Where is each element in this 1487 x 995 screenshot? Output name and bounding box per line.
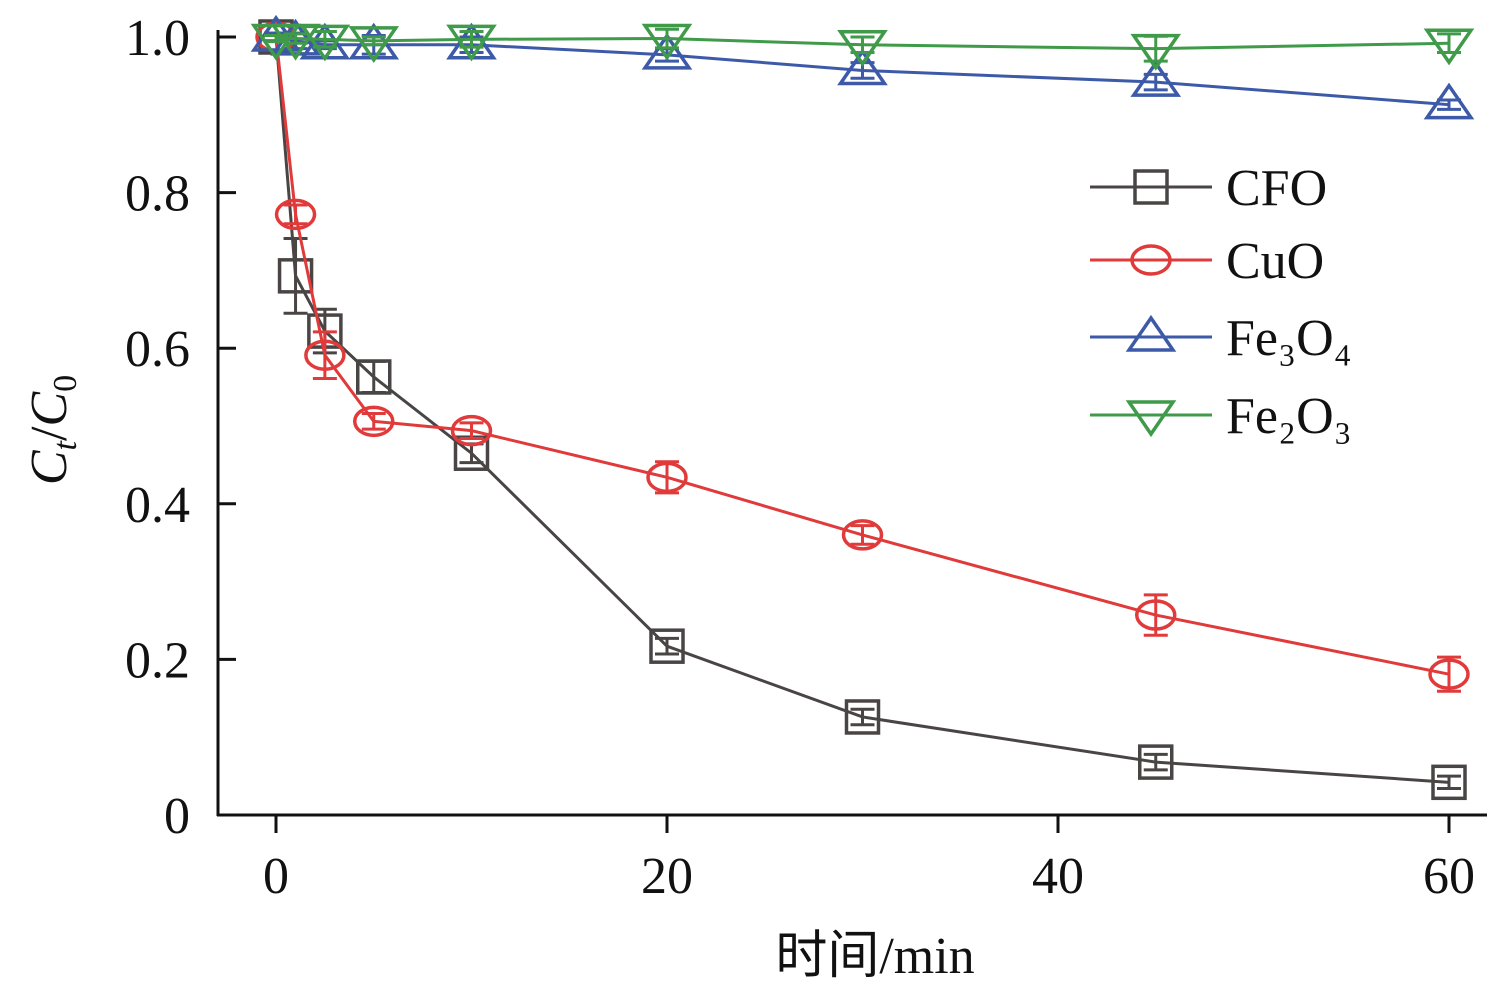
data-point bbox=[356, 359, 392, 395]
x-axis-label: 时间/min bbox=[775, 928, 974, 985]
legend-label: Fe₃O₄ bbox=[1226, 310, 1352, 367]
x-tick-label: 20 bbox=[641, 848, 693, 905]
x-tick-label: 60 bbox=[1423, 848, 1475, 905]
data-point bbox=[274, 198, 317, 231]
y-tick-label: 0.8 bbox=[125, 166, 190, 223]
legend-marker bbox=[1125, 400, 1177, 438]
y-tick-label: 0.6 bbox=[125, 321, 190, 378]
data-point bbox=[646, 461, 688, 494]
data-point bbox=[1138, 744, 1174, 780]
x-tick-label: 40 bbox=[1032, 848, 1084, 905]
tick-labels: 0 0.2 0.4 0.6 0.8 1.0 0 20 40 60 bbox=[125, 10, 1475, 905]
data-point bbox=[1423, 28, 1475, 66]
data-point bbox=[348, 26, 400, 63]
data-point bbox=[1431, 764, 1467, 801]
legend-label: CFO bbox=[1226, 160, 1327, 217]
legend-marker bbox=[1125, 314, 1177, 352]
data-point bbox=[837, 48, 888, 86]
data-point bbox=[304, 339, 346, 371]
data-point bbox=[837, 30, 888, 67]
data-point bbox=[1135, 599, 1177, 631]
y-label-sub-0: 0 bbox=[47, 375, 84, 392]
data-point bbox=[270, 23, 321, 61]
data-point bbox=[1130, 33, 1182, 71]
data-point bbox=[649, 628, 685, 664]
data-point bbox=[446, 24, 497, 62]
y-label-c0: C bbox=[21, 391, 78, 427]
axes bbox=[216, 30, 1487, 833]
y-label-slash: / bbox=[21, 426, 78, 441]
data-point bbox=[299, 24, 351, 62]
y-tick-label: 0.2 bbox=[125, 632, 190, 689]
legend-label: Fe₂O₃ bbox=[1226, 388, 1352, 445]
data-point bbox=[1423, 82, 1475, 120]
y-tick-label: 1.0 bbox=[125, 10, 190, 67]
legend: CFO CuO Fe₃O₄ Fe₂O₃ bbox=[1090, 160, 1352, 445]
data-point bbox=[1130, 60, 1182, 97]
y-label-c: C bbox=[21, 449, 78, 485]
y-label-sub-t: t bbox=[47, 439, 84, 450]
legend-marker bbox=[1130, 244, 1172, 276]
plot-area bbox=[250, 14, 1475, 801]
data-point bbox=[1428, 658, 1470, 690]
y-axis-label: Ct/C0 bbox=[21, 375, 84, 485]
legend-marker bbox=[1133, 169, 1169, 205]
data-point bbox=[641, 32, 693, 70]
data-point bbox=[450, 414, 493, 447]
legend-label: CuO bbox=[1226, 233, 1324, 290]
data-point bbox=[277, 258, 314, 294]
data-point bbox=[841, 519, 884, 551]
y-tick-label: 0.4 bbox=[125, 477, 190, 534]
data-point bbox=[641, 23, 693, 61]
data-point bbox=[353, 405, 395, 438]
series-3 bbox=[250, 23, 1475, 71]
x-tick-label: 0 bbox=[263, 848, 289, 905]
data-point bbox=[844, 699, 881, 735]
y-tick-label: 0 bbox=[164, 788, 190, 845]
